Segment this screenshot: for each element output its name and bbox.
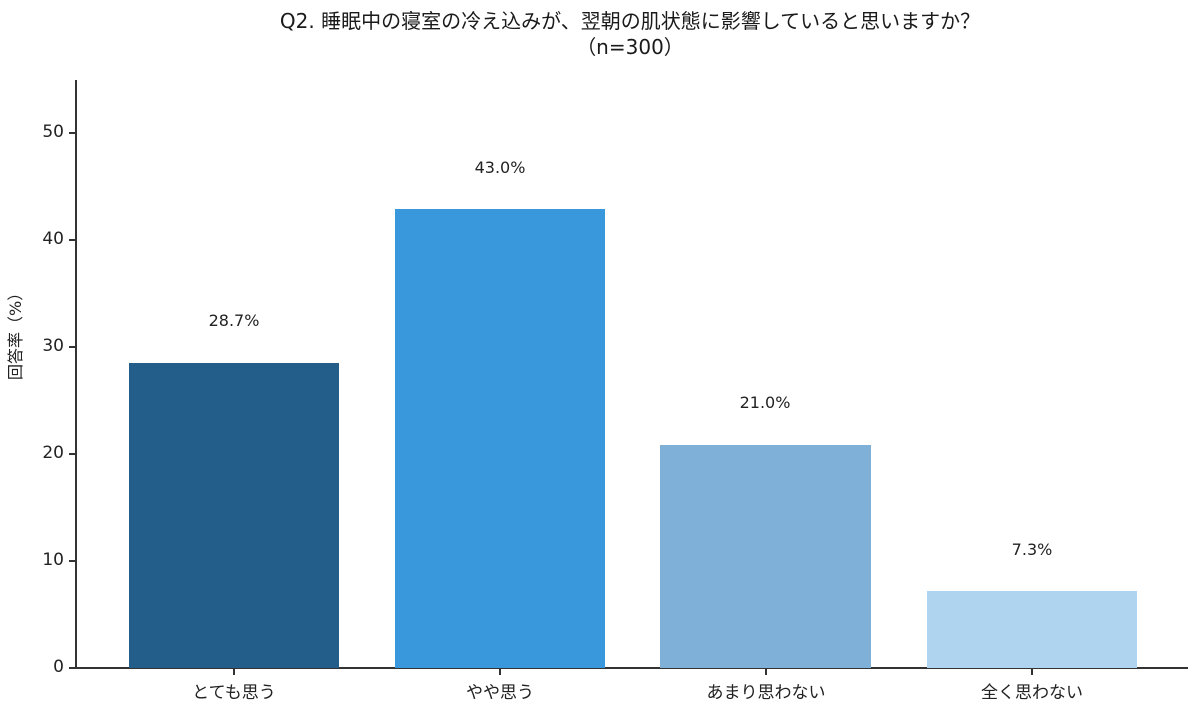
y-tick	[69, 346, 75, 348]
bar-value-label: 28.7%	[208, 311, 260, 330]
bar-value-label: 7.3%	[1011, 540, 1053, 559]
x-tick-label: 全く思わない	[981, 683, 1083, 703]
x-tick	[233, 669, 235, 675]
y-tick	[69, 132, 75, 134]
y-tick	[69, 239, 75, 241]
bar-yaya-omou[interactable]	[395, 209, 605, 668]
bar-value-label: 21.0%	[739, 393, 791, 412]
y-axis-line	[75, 80, 77, 669]
y-tick-label: 20	[42, 443, 64, 463]
y-tick-label: 40	[42, 229, 64, 249]
x-tick-label: とても思う	[192, 683, 276, 703]
y-tick	[69, 560, 75, 562]
x-axis-line	[75, 667, 1188, 669]
x-tick	[499, 669, 501, 675]
chart-title-line2: （n=300）	[576, 35, 684, 59]
y-tick-label: 0	[53, 657, 64, 677]
y-axis-title: 回答率（%）	[6, 284, 25, 380]
y-tick	[69, 453, 75, 455]
chart-title-line1: Q2. 睡眠中の寝室の冷え込みが、翌朝の肌状態に影響していると思いますか？	[279, 9, 981, 33]
chart-title: Q2. 睡眠中の寝室の冷え込みが、翌朝の肌状態に影響していると思いますか？ （n…	[0, 8, 1200, 60]
x-tick	[1031, 669, 1033, 675]
y-tick	[69, 667, 75, 669]
y-tick-label: 10	[42, 550, 64, 570]
bar-mattaku-omowanai[interactable]	[927, 591, 1137, 668]
bar-amari-omowanai[interactable]	[660, 445, 871, 668]
x-tick	[765, 669, 767, 675]
y-tick-label: 30	[42, 336, 64, 356]
x-tick-label: やや思う	[466, 683, 534, 703]
bar-value-label: 43.0%	[474, 158, 526, 177]
bar-totemo-omou[interactable]	[129, 363, 339, 668]
y-tick-label: 50	[42, 122, 64, 142]
x-tick-label: あまり思わない	[706, 683, 826, 703]
